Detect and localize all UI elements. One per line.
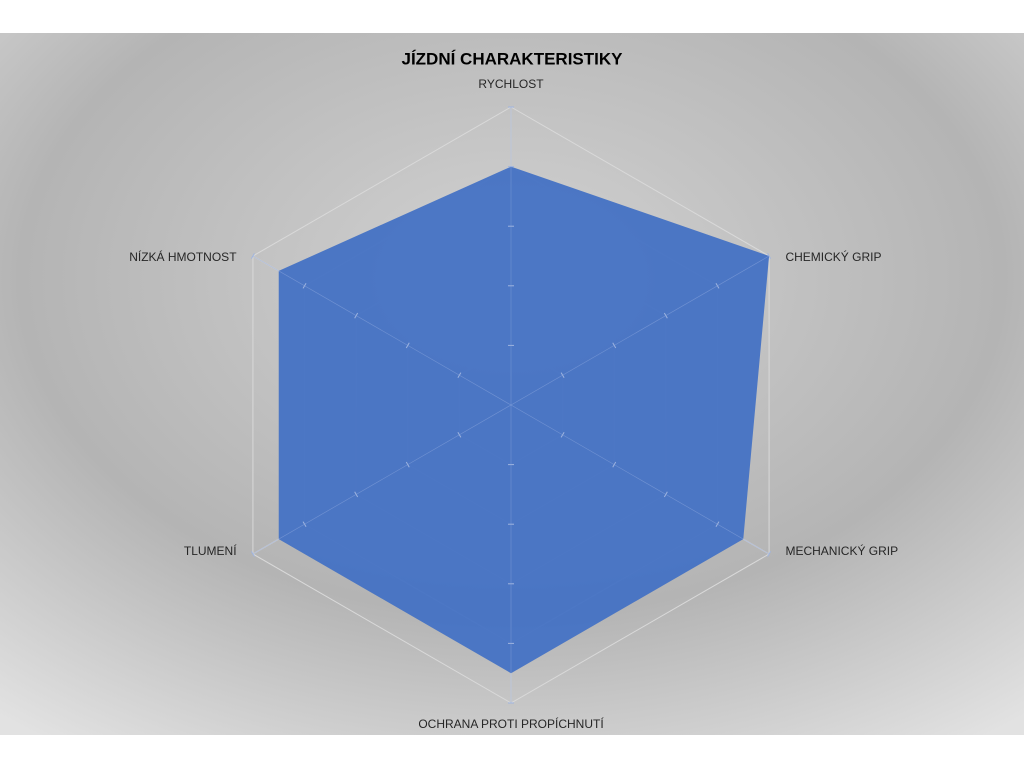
category-label: OCHRANA PROTI PROPÍCHNUTÍ	[418, 716, 604, 731]
spoke-over	[252, 255, 512, 406]
category-label: CHEMICKÝ GRIP	[785, 249, 881, 264]
spoke-over	[510, 404, 770, 555]
chart-title: JÍZDNÍ CHARAKTERISTIKY	[401, 49, 623, 68]
category-label: NÍZKÁ HMOTNOST	[129, 249, 237, 264]
category-label: TLUMENÍ	[184, 543, 237, 558]
radar-area	[278, 166, 770, 674]
spoke-over	[510, 255, 770, 406]
spoke-over	[252, 404, 512, 555]
category-label: RYCHLOST	[478, 77, 544, 91]
category-label: MECHANICKÝ GRIP	[785, 543, 898, 558]
